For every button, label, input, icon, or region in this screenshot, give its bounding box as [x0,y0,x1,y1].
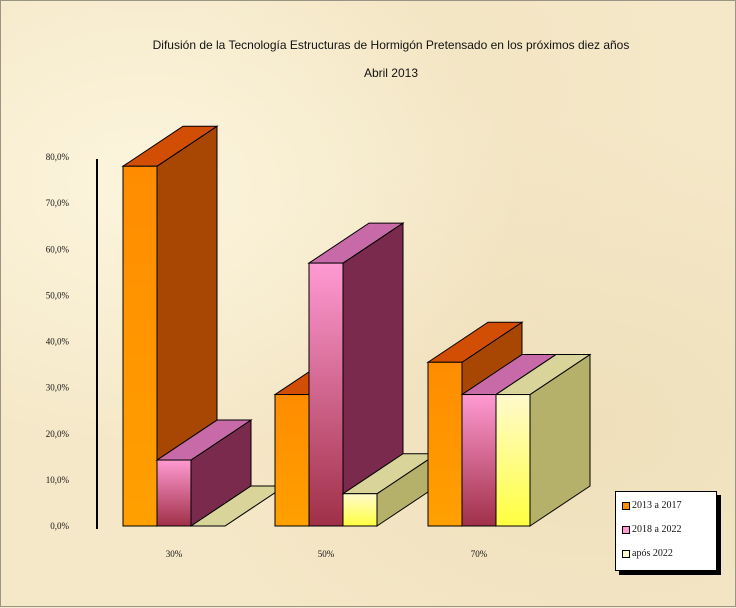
y-tick-label: 10,0% [46,475,70,485]
bar-1-1 [122,165,158,527]
y-tick-label: 70,0% [46,198,70,208]
y-tick-label: 30,0% [46,383,70,393]
x-tick-label: 70% [471,549,488,559]
y-tick-label: 50,0% [46,290,70,300]
legend-item-2: 2018 a 2022 [622,524,681,535]
legend-label-3: após 2022 [632,548,673,559]
bar-1-2 [274,394,310,527]
y-tick-label: 20,0% [46,429,70,439]
legend-label-2: 2018 a 2022 [632,524,682,535]
y-tick-label: 40,0% [46,337,70,347]
legend-swatch-1 [622,501,630,510]
chart-legend: 2013 a 2017 2018 a 2022 após 2022 [615,491,717,571]
bar-3-3 [495,394,531,527]
x-tick-label: 50% [318,549,335,559]
x-tick-label: 30% [166,549,183,559]
bar-3-2 [342,493,378,527]
bar-2-1 [156,459,192,527]
bar-2-2 [308,262,344,527]
legend-swatch-2 [622,525,630,534]
bar-2-3 [461,394,497,527]
chart-title: Difusión de la Tecnología Estructuras de… [152,38,630,52]
y-tick-label: 0,0% [50,521,69,531]
y-tick-label: 60,0% [46,244,70,254]
chart-subtitle: Abril 2013 [363,66,419,80]
legend-swatch-3 [622,549,630,558]
legend-label-1: 2013 a 2017 [632,500,682,511]
legend-item-3: após 2022 [622,548,673,559]
y-tick-label: 80,0% [46,152,70,162]
bar-1-3 [427,361,463,527]
legend-item-1: 2013 a 2017 [622,500,681,511]
